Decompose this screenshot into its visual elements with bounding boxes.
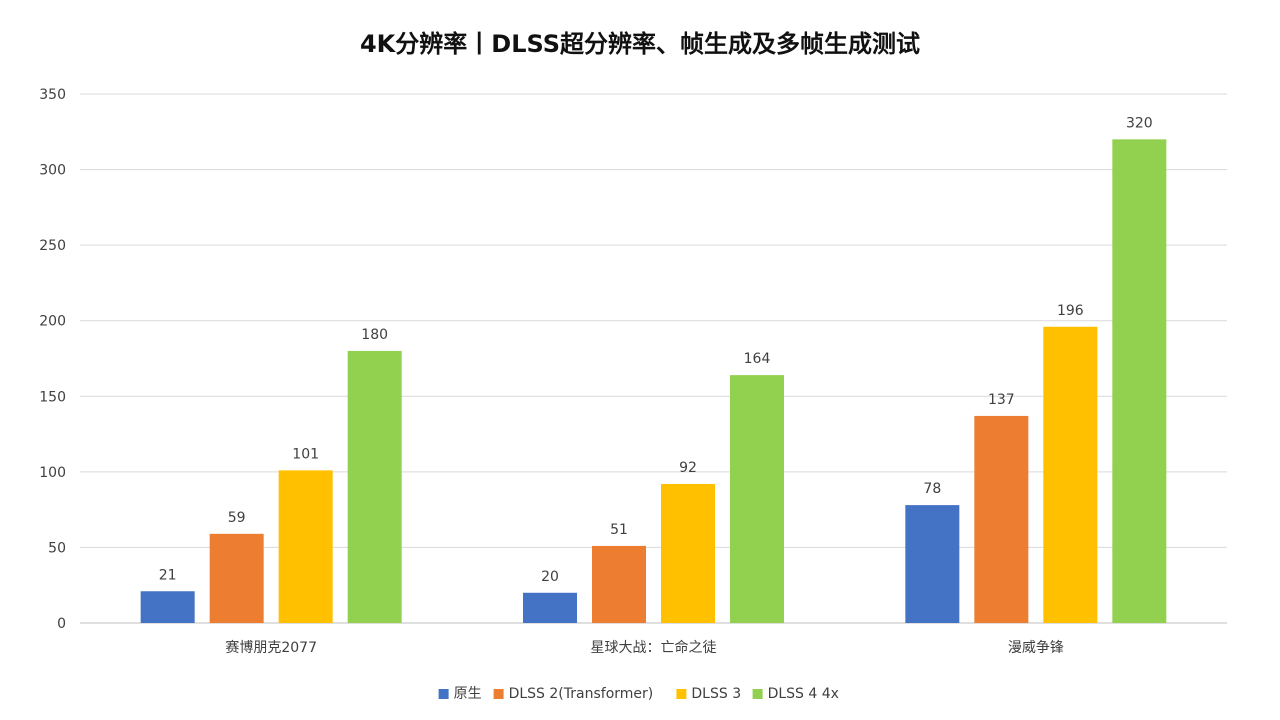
y-tick-label: 300 bbox=[39, 163, 66, 179]
y-tick-label: 150 bbox=[39, 389, 66, 405]
y-tick-label: 200 bbox=[39, 314, 66, 330]
legend-swatch bbox=[752, 689, 763, 699]
data-label: 320 bbox=[1126, 115, 1153, 131]
bar bbox=[140, 591, 195, 623]
legend-swatch bbox=[493, 689, 504, 699]
chart-title: 4K分辨率丨DLSS超分辨率、帧生成及多帧生成测试 bbox=[359, 30, 920, 58]
data-label: 92 bbox=[679, 460, 697, 476]
y-tick-label: 100 bbox=[39, 465, 66, 481]
data-label: 196 bbox=[1057, 303, 1084, 319]
category-label: 星球大战：亡命之徒 bbox=[591, 639, 717, 656]
bar bbox=[592, 545, 646, 623]
legend-label: DLSS 2(Transformer) bbox=[509, 686, 654, 702]
bar bbox=[730, 375, 784, 623]
legend-label: DLSS 4 4x bbox=[768, 686, 839, 702]
category-label: 漫威争锋 bbox=[1008, 640, 1064, 656]
data-label: 20 bbox=[541, 569, 559, 585]
data-label: 78 bbox=[923, 481, 941, 497]
legend-label: 原生 bbox=[454, 686, 482, 702]
bar bbox=[209, 533, 264, 623]
bar bbox=[523, 592, 577, 623]
bar bbox=[347, 350, 402, 623]
y-tick-label: 50 bbox=[48, 540, 66, 556]
bar bbox=[905, 505, 960, 623]
data-label: 137 bbox=[988, 392, 1015, 408]
y-tick-label: 0 bbox=[57, 616, 66, 632]
data-label: 164 bbox=[744, 351, 771, 367]
bar bbox=[1112, 139, 1167, 624]
category-label: 赛博朋克2077 bbox=[225, 639, 317, 656]
bar bbox=[278, 470, 333, 623]
bar bbox=[974, 415, 1029, 623]
y-tick-label: 350 bbox=[39, 87, 66, 103]
bar bbox=[1043, 326, 1098, 623]
data-label: 180 bbox=[361, 327, 388, 343]
bar bbox=[661, 483, 715, 623]
data-label: 51 bbox=[610, 522, 628, 538]
legend-swatch bbox=[676, 689, 687, 699]
data-label: 59 bbox=[228, 510, 246, 526]
data-label: 21 bbox=[159, 567, 177, 583]
legend-swatch bbox=[438, 689, 449, 699]
data-label: 101 bbox=[292, 446, 319, 462]
legend-label: DLSS 3 bbox=[691, 686, 741, 702]
y-tick-label: 250 bbox=[39, 238, 66, 254]
